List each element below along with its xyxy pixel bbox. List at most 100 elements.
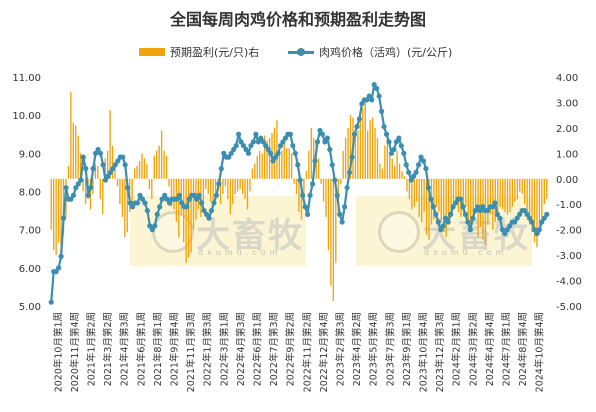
profit-bar: [497, 178, 499, 212]
price-point: [514, 215, 520, 221]
profit-bar: [53, 178, 55, 251]
y-right-tick-label: -4.00: [556, 277, 582, 288]
price-point: [396, 135, 402, 141]
price-point: [122, 162, 128, 168]
profit-bar: [146, 163, 148, 179]
profit-bar: [452, 178, 455, 210]
profit-bar: [168, 178, 170, 187]
price-point: [499, 227, 505, 233]
profit-bar: [170, 178, 173, 207]
profit-bar: [391, 158, 393, 179]
price-point: [100, 162, 106, 168]
x-tick-label: 2021年1月第2周: [86, 312, 98, 386]
price-point: [115, 158, 121, 164]
profit-bar: [126, 178, 128, 233]
profit-bar: [82, 178, 84, 192]
profit-bar: [335, 178, 337, 263]
profit-bar: [190, 178, 192, 253]
profit-bar: [384, 145, 386, 179]
watermark-logo-icon: [378, 211, 420, 253]
profit-bar: [511, 178, 514, 207]
profit-bar: [256, 155, 258, 179]
profit-bar: [332, 178, 335, 301]
y-right-tick-label: 1.00: [556, 149, 578, 160]
profit-bar: [286, 148, 288, 179]
price-point: [228, 150, 234, 156]
price-point: [413, 169, 419, 176]
price-point: [110, 166, 116, 172]
profit-bar: [156, 150, 158, 179]
profit-bar: [364, 102, 366, 179]
price-point: [536, 227, 542, 233]
profit-bar: [411, 178, 413, 210]
price-point: [544, 211, 550, 217]
price-point: [324, 135, 330, 141]
price-point: [60, 215, 67, 221]
price-point: [433, 211, 439, 217]
y-left-tick-label: 9.00: [19, 149, 41, 160]
profit-bar: [227, 178, 229, 200]
price-point: [120, 154, 126, 160]
profit-bar: [116, 178, 119, 187]
profit-bar: [381, 168, 384, 179]
x-tick-label: 2022年4月第3周: [235, 312, 247, 386]
profit-bar: [416, 178, 418, 202]
x-tick-label: 2022年6月第1周: [252, 312, 264, 386]
profit-bar: [413, 178, 415, 207]
watermark-url: dxumu.com: [198, 248, 282, 257]
price-point: [221, 150, 227, 156]
price-point: [105, 173, 111, 179]
profit-bar: [528, 178, 531, 225]
profit-bar: [212, 178, 214, 207]
price-point: [351, 131, 358, 137]
profit-bar: [310, 127, 312, 179]
profit-bar: [205, 178, 207, 189]
profit-bar: [543, 178, 545, 205]
price-point: [398, 143, 404, 149]
price-point: [329, 162, 335, 168]
price-point: [517, 211, 523, 217]
profit-bar: [330, 178, 332, 286]
x-axis: 2020年10月第1周 2020年11月第4周 2021年1月第2周 2021年3月第…: [52, 312, 545, 392]
price-point: [240, 143, 247, 149]
price-point: [494, 211, 501, 217]
price-point: [369, 97, 375, 103]
profit-bar: [178, 178, 180, 238]
profit-bar: [244, 178, 246, 200]
price-point: [309, 181, 316, 187]
profit-bar: [467, 178, 469, 225]
price-point: [203, 211, 210, 217]
price-point: [334, 192, 340, 198]
profit-bar: [428, 178, 430, 240]
profit-bar: [450, 178, 452, 215]
profit-bar: [433, 178, 435, 220]
profit-bar: [394, 166, 396, 179]
profit-bar: [288, 148, 290, 179]
price-point: [250, 139, 256, 145]
price-point: [63, 185, 69, 191]
price-point: [218, 166, 224, 172]
x-tick-label: 2020年11月第4周: [69, 312, 81, 392]
profit-bar: [406, 178, 408, 192]
legend-bar-swatch: [139, 48, 165, 56]
profit-bar: [293, 178, 295, 184]
profit-bar: [239, 178, 241, 189]
profit-bar: [443, 178, 445, 233]
profit-bar: [457, 178, 460, 212]
x-tick-label: 2021年3月第2周: [102, 312, 114, 386]
profit-bar: [173, 178, 175, 210]
price-point: [438, 227, 444, 233]
profit-bar: [538, 178, 541, 235]
price-point: [93, 150, 99, 156]
profit-bar: [440, 178, 442, 223]
profit-bar: [99, 178, 101, 200]
price-point: [211, 200, 217, 206]
profit-bar: [479, 178, 482, 228]
price-point: [435, 219, 441, 225]
profit-bar: [210, 178, 212, 202]
price-point: [260, 139, 266, 145]
price-point: [253, 131, 259, 137]
price-point: [154, 211, 160, 217]
price-point: [507, 223, 513, 229]
